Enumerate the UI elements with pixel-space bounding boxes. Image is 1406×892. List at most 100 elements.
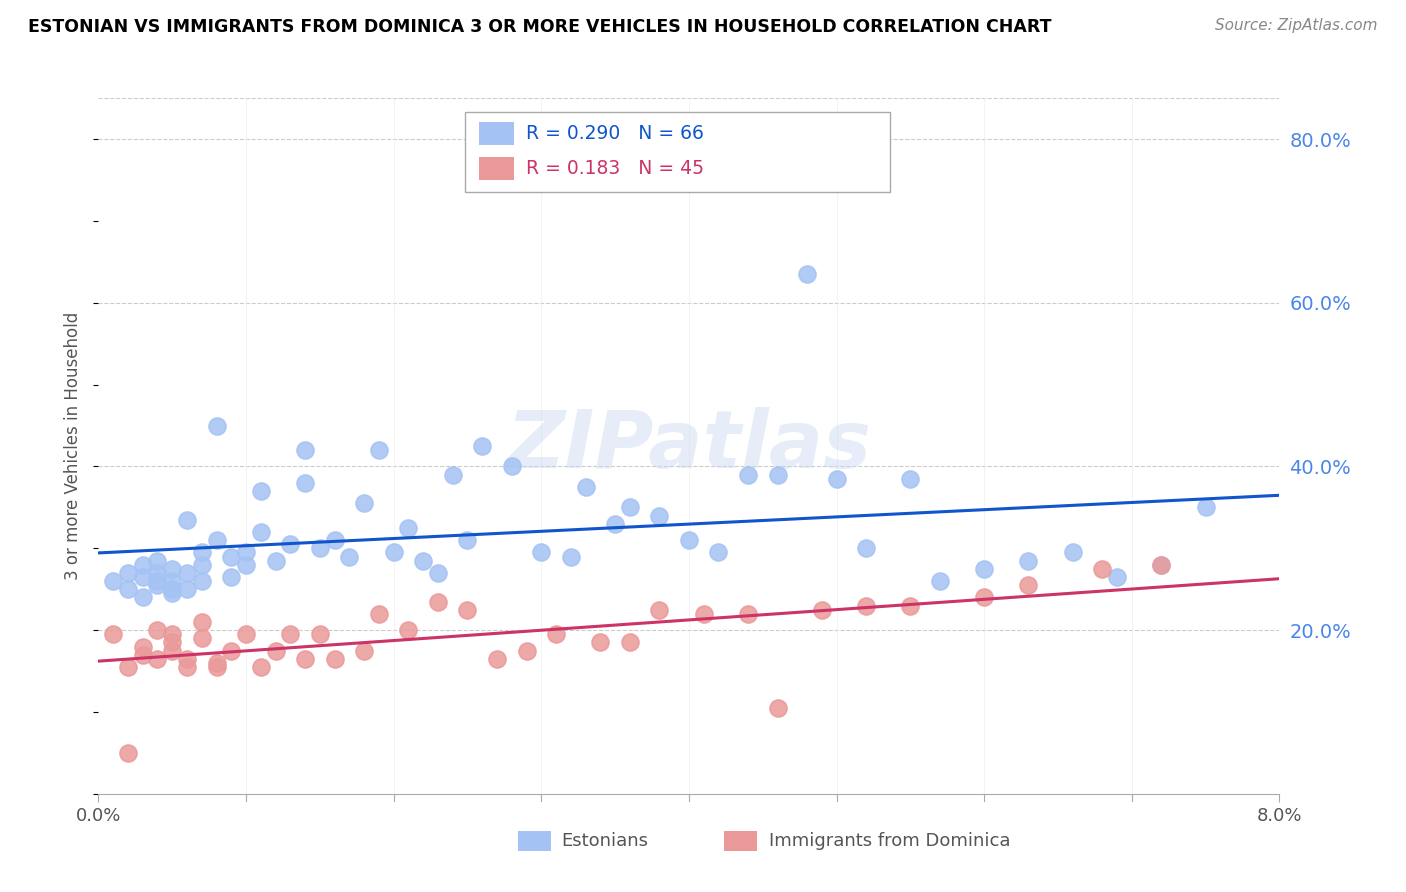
Point	[250, 524, 273, 539]
Text: R = 0.183   N = 45: R = 0.183 N = 45	[526, 159, 704, 178]
Point	[264, 643, 287, 657]
Point	[117, 566, 139, 580]
Point	[1062, 545, 1084, 559]
Point	[855, 541, 877, 556]
Point	[412, 553, 434, 567]
Point	[575, 480, 598, 494]
Text: ESTONIAN VS IMMIGRANTS FROM DOMINICA 3 OR MORE VEHICLES IN HOUSEHOLD CORRELATION: ESTONIAN VS IMMIGRANTS FROM DOMINICA 3 O…	[28, 18, 1052, 36]
Point	[103, 627, 125, 641]
Point	[146, 578, 169, 592]
Point	[471, 439, 494, 453]
Point	[929, 574, 952, 588]
Point	[162, 582, 183, 597]
Point	[605, 516, 627, 531]
Point	[766, 467, 789, 482]
Point	[205, 656, 228, 670]
Point	[398, 623, 420, 637]
Point	[501, 459, 523, 474]
FancyBboxPatch shape	[464, 112, 890, 192]
Text: Source: ZipAtlas.com: Source: ZipAtlas.com	[1215, 18, 1378, 33]
Point	[457, 533, 479, 548]
Point	[707, 545, 730, 559]
Point	[648, 508, 671, 523]
Point	[294, 652, 316, 666]
Point	[191, 545, 214, 559]
Point	[146, 623, 169, 637]
Point	[132, 648, 155, 662]
Point	[737, 607, 759, 621]
Point	[323, 533, 346, 548]
Point	[368, 607, 391, 621]
Point	[648, 603, 671, 617]
Point	[619, 500, 641, 515]
Point	[796, 267, 818, 281]
Point	[486, 652, 509, 666]
Point	[353, 643, 375, 657]
Point	[235, 627, 257, 641]
Point	[309, 541, 332, 556]
Point	[900, 472, 922, 486]
Point	[250, 660, 273, 674]
Point	[235, 545, 257, 559]
Point	[1107, 570, 1129, 584]
Point	[855, 599, 877, 613]
Point	[162, 635, 183, 649]
Point	[221, 643, 243, 657]
Point	[353, 496, 375, 510]
Point	[117, 660, 139, 674]
Point	[221, 570, 243, 584]
Point	[162, 643, 183, 657]
Point	[146, 574, 169, 588]
FancyBboxPatch shape	[478, 122, 515, 145]
Point	[235, 558, 257, 572]
Point	[973, 562, 995, 576]
Point	[162, 574, 183, 588]
Point	[1091, 562, 1114, 576]
Point	[427, 594, 450, 608]
Point	[619, 635, 641, 649]
Point	[176, 513, 198, 527]
Point	[176, 582, 198, 597]
Point	[132, 558, 155, 572]
Point	[530, 545, 553, 559]
Point	[132, 591, 155, 605]
Point	[132, 570, 155, 584]
Point	[117, 746, 139, 760]
FancyBboxPatch shape	[724, 831, 758, 851]
Point	[146, 566, 169, 580]
Point	[309, 627, 332, 641]
Point	[737, 467, 759, 482]
Point	[205, 533, 228, 548]
Point	[589, 635, 612, 649]
FancyBboxPatch shape	[478, 157, 515, 179]
Point	[103, 574, 125, 588]
Point	[117, 582, 139, 597]
Point	[1018, 578, 1040, 592]
Point	[441, 467, 464, 482]
Point	[339, 549, 361, 564]
Point	[294, 475, 316, 490]
Text: Immigrants from Dominica: Immigrants from Dominica	[769, 832, 1011, 850]
Text: ZIPatlas: ZIPatlas	[506, 407, 872, 485]
Point	[1150, 558, 1173, 572]
Point	[766, 701, 789, 715]
Point	[323, 652, 346, 666]
Point	[546, 627, 568, 641]
Point	[693, 607, 716, 621]
Point	[1195, 500, 1218, 515]
Point	[516, 643, 538, 657]
Point	[973, 591, 995, 605]
Point	[560, 549, 582, 564]
FancyBboxPatch shape	[517, 831, 551, 851]
Point	[191, 574, 214, 588]
Point	[678, 533, 700, 548]
Point	[176, 566, 198, 580]
Point	[176, 660, 198, 674]
Point	[368, 443, 391, 458]
Y-axis label: 3 or more Vehicles in Household: 3 or more Vehicles in Household	[65, 312, 83, 580]
Point	[162, 627, 183, 641]
Point	[825, 472, 848, 486]
Point	[146, 652, 169, 666]
Point	[280, 537, 302, 551]
Point	[811, 603, 834, 617]
